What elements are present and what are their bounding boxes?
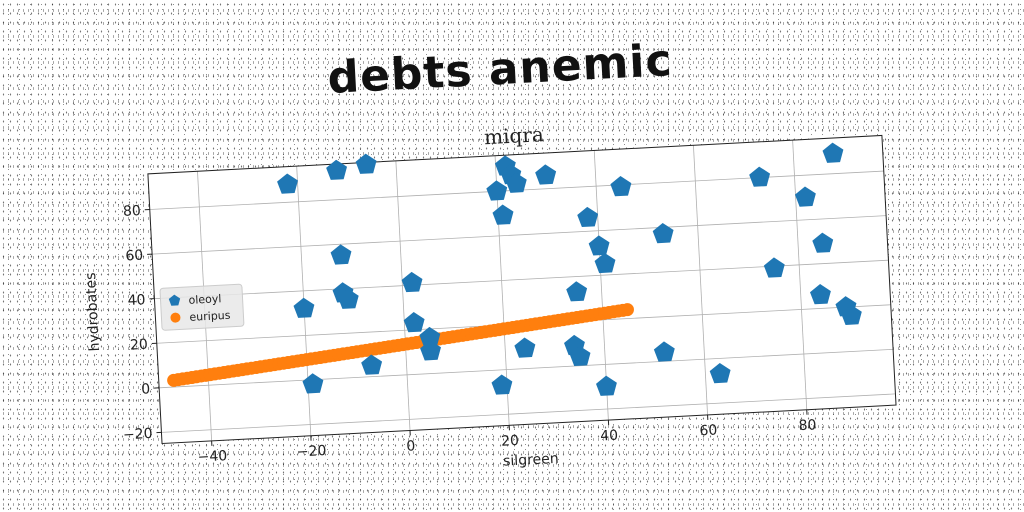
chart-subtitle: miqra [483, 122, 544, 149]
axes: −40 −20 0 20 40 60 80 −20 0 20 40 60 80 [123, 134, 897, 466]
legend-box [159, 283, 245, 331]
oleoyl-point [709, 363, 731, 384]
oleoyl-point [491, 374, 513, 395]
oleoyl-point [794, 186, 816, 207]
oleoyl-point [812, 232, 834, 253]
oleoyl-point [419, 326, 441, 348]
oleoyl-point [596, 375, 617, 396]
oleoyl-point [355, 153, 377, 174]
y-gridline [159, 348, 894, 389]
oleoyl-point [653, 341, 675, 362]
oleoyl-point [588, 235, 610, 256]
oleoyl-point [337, 288, 359, 309]
oleoyl-point [840, 304, 862, 325]
oleoyl-point [566, 281, 588, 302]
x-gridline [395, 160, 411, 431]
y-tick-label: 40 [127, 292, 146, 309]
x-tick-label: 60 [699, 422, 718, 439]
oleoyl-point [594, 252, 616, 274]
x-tick-label: 20 [501, 433, 520, 450]
data-marks [167, 142, 862, 396]
plot-background [147, 135, 897, 444]
oleoyl-point [505, 172, 527, 193]
plot-frame [147, 134, 897, 445]
oleoyl-point [486, 180, 508, 201]
oleoyl-point [420, 340, 441, 361]
oleoyl-point [569, 345, 591, 367]
oleoyl-point [652, 223, 674, 244]
oleoyl-point [361, 354, 383, 375]
x-tick-label: −40 [197, 448, 227, 466]
euripus-point [620, 303, 634, 317]
legend-label-oleoyl: oleoyl [188, 292, 221, 307]
x-gridline [792, 140, 808, 410]
x-tick-label: −20 [296, 443, 326, 461]
oleoyl-point [822, 142, 844, 163]
y-tick-label: 80 [123, 203, 142, 220]
oleoyl-point [749, 166, 771, 187]
oleoyl-point [610, 176, 632, 197]
oleoyl-point [326, 159, 348, 180]
x-gridline [593, 150, 609, 421]
x-tick-label: 80 [798, 417, 817, 434]
legend-marker-euripus [170, 312, 181, 323]
oleoyl-point [401, 271, 423, 293]
x-axis-label: silgreen [503, 451, 559, 470]
legend: oleoyl euripus [159, 283, 245, 331]
oleoyl-point [302, 373, 324, 394]
plot-area: miqra −40 −20 0 20 40 60 80 −20 0 20 40 60 80 oleoyl… [83, 122, 897, 470]
oleoyl-point [809, 284, 831, 305]
oleoyl-point [403, 312, 425, 333]
oleoyl-point [330, 244, 352, 265]
y-tick-label: 60 [125, 248, 144, 265]
oleoyl-point [277, 173, 298, 194]
x-tick-label: 40 [600, 428, 619, 445]
y-gridline [152, 215, 887, 255]
oleoyl-point [514, 337, 536, 358]
y-tick-label: 0 [141, 381, 151, 397]
x-gridline [693, 145, 708, 415]
oleoyl-point [293, 297, 315, 318]
y-tick-label: 20 [130, 337, 149, 354]
y-tick-label: −20 [123, 426, 153, 444]
x-tick-label: 0 [406, 438, 416, 454]
oleoyl-point [492, 204, 514, 225]
oleoyl-point [763, 257, 785, 278]
legend-marker-oleoyl [168, 294, 181, 306]
legend-label-euripus: euripus [189, 309, 231, 324]
y-gridline [161, 393, 896, 433]
oleoyl-point [577, 206, 599, 228]
oleoyl-point [535, 164, 557, 185]
y-axis-label: hydrobates [83, 272, 103, 352]
